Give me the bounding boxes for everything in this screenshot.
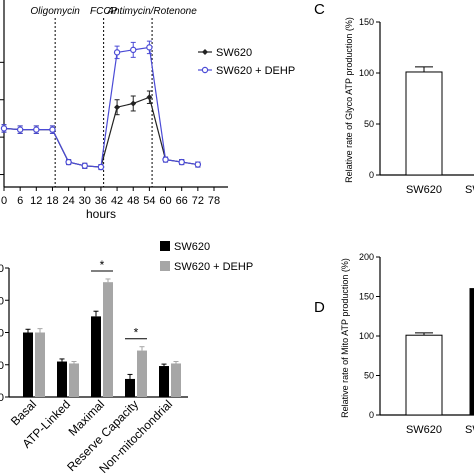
panel-b-y-tick-label: 100 <box>0 328 4 340</box>
panel-a-point <box>162 156 169 163</box>
panel-d-y-tick-label: 200 <box>359 252 374 262</box>
panel-a-point <box>130 100 137 107</box>
panel-a-legend-marker <box>202 49 208 55</box>
panel-b-bar <box>125 378 135 397</box>
panel-d-y-tick-label: 150 <box>359 292 374 302</box>
panel-b-y-tick-label: 50 <box>0 360 4 372</box>
panel-d-bar <box>405 334 443 416</box>
panel-c-bar <box>405 71 443 176</box>
panel-d-bar-chart: D 0 50 100 150 200 SW620 SW Relative rate of … <box>314 252 474 436</box>
panel-a-x-tick-label: 66 <box>176 195 188 207</box>
panel-a-point <box>81 162 88 170</box>
panel-a-legend-label: SW620 <box>216 47 252 59</box>
panel-a-series-line <box>3 96 198 168</box>
panel-b-bar <box>23 332 33 397</box>
panel-a-point <box>0 125 8 132</box>
panel-a-x-tick-label: 24 <box>62 195 74 207</box>
panel-c-x-tick-label: SW <box>465 184 474 196</box>
panel-a-line-chart: 0 6 12 18 24 30 36 42 48 54 60 66 72 78 Oligomycin FCC… <box>0 0 295 221</box>
panel-b-legend-label: SW620 <box>174 241 210 253</box>
panel-a-x-tick-label: 78 <box>208 195 220 207</box>
panel-a-x-tick-label: 72 <box>192 195 204 207</box>
panel-a-x-tick-label: 6 <box>17 195 23 207</box>
panel-b-bar <box>103 282 113 397</box>
panel-a-point <box>146 44 153 51</box>
panel-a-point <box>194 161 202 168</box>
panel-a-point <box>16 126 24 133</box>
panel-a-x-label: hours <box>86 207 116 221</box>
panel-d-y-tick-label: 50 <box>364 371 374 381</box>
panel-c-letter: C <box>314 1 325 18</box>
panel-a-point <box>114 104 121 111</box>
panel-d-x-tick-label: SW620 <box>406 424 442 436</box>
panel-a-legend-marker <box>201 66 209 74</box>
panel-a-point <box>178 158 185 166</box>
panel-a-point <box>146 94 153 101</box>
panel-b-bar <box>69 363 79 397</box>
panel-a-x-tick-label: 48 <box>127 195 139 207</box>
panel-c-y-tick-label: 0 <box>369 170 374 180</box>
panel-b-bar <box>159 366 169 397</box>
panel-a-x-tick-label: 18 <box>46 195 58 207</box>
panel-a-point <box>49 126 56 133</box>
panel-d-letter: D <box>314 299 325 316</box>
panel-a-x-tick-label: 60 <box>159 195 171 207</box>
panel-a-x-tick-label: 54 <box>143 195 155 207</box>
panel-b-bar <box>57 361 67 397</box>
panel-b-y-tick-label: 0 <box>0 392 4 404</box>
panel-b-legend-swatch <box>160 261 170 271</box>
panel-b-significance-star: * <box>134 326 139 340</box>
panel-a-injection-label: FCCP <box>90 6 118 17</box>
panel-b-y-tick-label: 150 <box>0 295 4 307</box>
panel-d-y-tick-label: 0 <box>369 410 374 420</box>
panel-c-y-tick-label: 50 <box>364 119 374 129</box>
panel-b-bar <box>91 316 101 397</box>
panel-c-bar-chart: C 0 50 100 150 SW620 SW Relative rate of Gly… <box>314 1 474 196</box>
panel-a-x-tick-label: 36 <box>95 195 107 207</box>
panel-a-point <box>33 126 40 133</box>
panel-a-legend: SW620 SW620 + DEHP <box>198 47 295 77</box>
panel-a-x-tick-label: 0 <box>1 195 7 207</box>
panel-b-bar <box>171 363 181 397</box>
panel-a-point <box>97 163 105 171</box>
panel-d-x-tick-label: SW <box>465 424 474 436</box>
panel-a-injection-label: Oligomycin <box>30 6 80 17</box>
panel-a-injection-label: Antimycin/Rotenone <box>106 6 197 17</box>
panel-a-x-tick-label: 30 <box>79 195 91 207</box>
panel-b-legend: SW620 SW620 + DEHP <box>160 241 253 273</box>
panel-c-x-tick-label: SW620 <box>406 184 442 196</box>
panel-a-point <box>65 158 72 166</box>
panel-b-significance-star: * <box>100 258 105 272</box>
panel-a-legend-label: SW620 + DEHP <box>216 65 295 77</box>
panel-d-y-tick-label: 100 <box>359 331 374 341</box>
panel-c-y-tick-label: 100 <box>359 68 374 78</box>
panel-a-series-line <box>3 46 198 168</box>
panel-b-legend-swatch <box>160 241 170 251</box>
panel-b-x-tick-label: Basal <box>8 397 39 428</box>
panel-a-point <box>130 46 137 54</box>
panel-a-x-tick-label: 12 <box>30 195 42 207</box>
panel-b-bar <box>35 332 45 397</box>
panel-b-bar <box>137 350 147 397</box>
panel-a-point <box>113 49 121 56</box>
panel-b-legend-label: SW620 + DEHP <box>174 261 253 273</box>
panel-c-y-tick-label: 150 <box>359 17 374 27</box>
panel-c-y-label: Relative rate of Glyco ATP production (%… <box>344 17 354 183</box>
panel-d-y-label: Relative rate of Mito ATP production (%) <box>340 258 350 418</box>
panel-b-y-tick-label: 200 <box>0 263 4 275</box>
panel-d-bar <box>469 288 474 416</box>
panel-a-x-tick-label: 42 <box>111 195 123 207</box>
